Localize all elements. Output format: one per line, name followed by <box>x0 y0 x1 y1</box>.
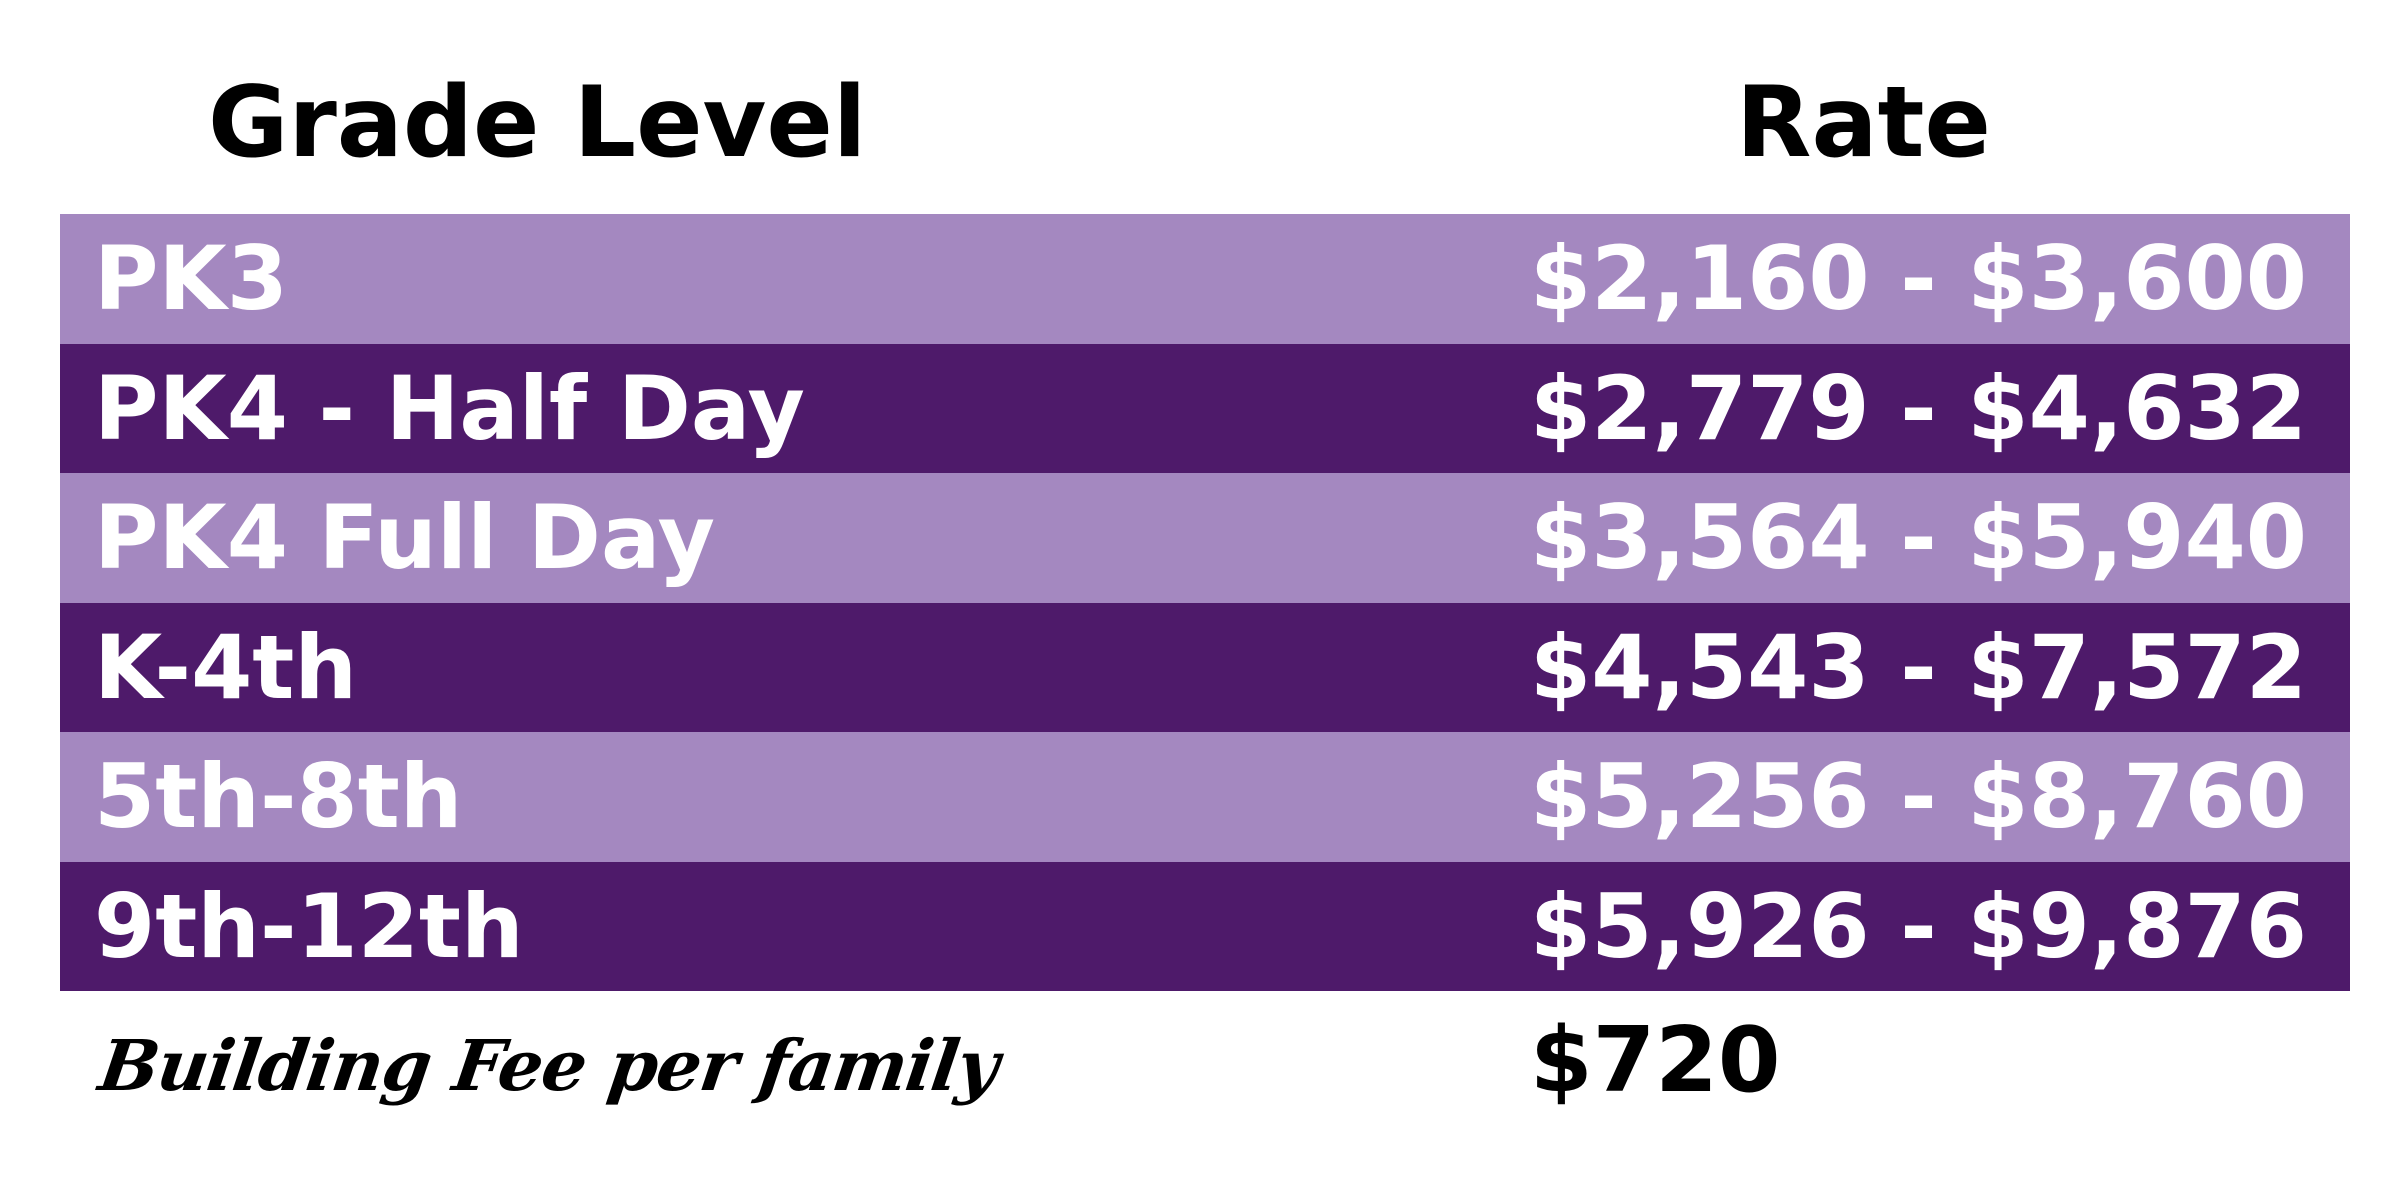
table-row: 9th-12th $5,926 - $9,876 <box>60 861 2350 991</box>
grade-level-header: Grade Level <box>208 66 867 180</box>
rate-cell: $5,926 - $9,876 <box>1530 874 2307 978</box>
rate-cell: $2,779 - $4,632 <box>1530 356 2307 460</box>
building-fee-label: Building Fee per family <box>94 1024 1004 1107</box>
grade-cell: 9th-12th <box>94 874 524 978</box>
rate-cell: $5,256 - $8,760 <box>1530 745 2307 848</box>
rate-cell: $3,564 - $5,940 <box>1530 486 2307 589</box>
rate-cell: $4,543 - $7,572 <box>1530 615 2307 719</box>
grade-cell: 5th-8th <box>94 745 463 848</box>
rate-cell: $2,160 - $3,600 <box>1530 227 2307 330</box>
grade-cell: PK4 - Half Day <box>94 356 805 460</box>
table-row: 5th-8th $5,256 - $8,760 <box>60 732 2350 862</box>
rate-header: Rate <box>1736 66 1991 180</box>
grade-cell: PK3 <box>94 227 288 330</box>
grade-cell: K-4th <box>94 615 358 719</box>
table-row: PK4 Full Day $3,564 - $5,940 <box>60 473 2350 603</box>
grade-cell: PK4 Full Day <box>94 486 715 589</box>
building-fee-value: $720 <box>1530 1008 1781 1113</box>
table-row: PK4 - Half Day $2,779 - $4,632 <box>60 343 2350 473</box>
tuition-table: PK3 $2,160 - $3,600 PK4 - Half Day $2,77… <box>60 214 2350 991</box>
building-fee-row: Building Fee per family $720 <box>60 991 2350 1141</box>
table-row: K-4th $4,543 - $7,572 <box>60 602 2350 732</box>
table-row: PK3 $2,160 - $3,600 <box>60 214 2350 344</box>
table-header: Grade Level Rate <box>0 0 2400 214</box>
